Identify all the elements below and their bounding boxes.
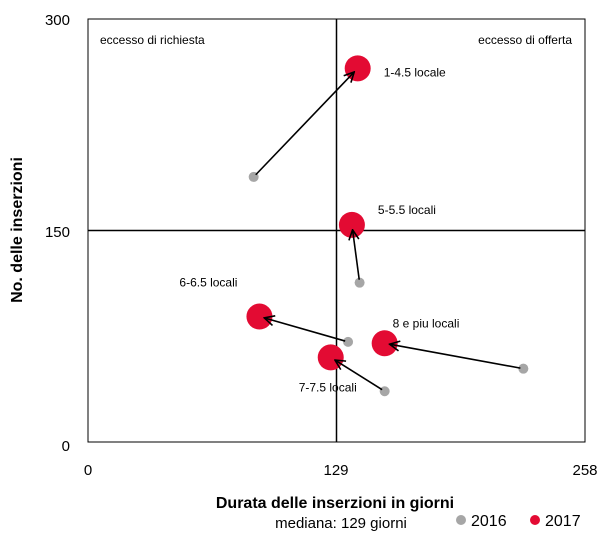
legend-label-2017: 2017 (545, 513, 581, 530)
point-2017-5-5-5-locali (338, 211, 365, 238)
quadrant-label-right: eccesso di offerta (478, 33, 572, 47)
point-2017-6-6-5-locali (246, 303, 273, 330)
point-2016-7-7-5-locali (379, 386, 390, 397)
x-tick-0: 0 (84, 462, 92, 479)
x-axis-title: Durata delle inserzioni in giorni (216, 495, 454, 512)
arrow-7-7-5-locali (335, 360, 383, 391)
x-tick-129: 129 (323, 462, 348, 479)
point-2017-7-7-5-locali (317, 344, 344, 371)
x-axis-subtitle: mediana: 129 giorni (275, 515, 407, 532)
point-2016-8-e-piu-locali (518, 363, 529, 374)
point-label-7-7-5-locali: 7-7.5 locali (299, 380, 357, 394)
point-2016-6-6-5-locali (343, 336, 354, 347)
point-label-5-5-5-locali: 5-5.5 locali (378, 203, 436, 217)
point-label-8-e-piu-locali: 8 e piu locali (393, 316, 460, 330)
legend-marker-2017 (530, 515, 540, 525)
arrow-5-5-5-locali (353, 230, 361, 280)
y-tick-300: 300 (45, 12, 70, 29)
arrow-6-6-5-locali (264, 318, 346, 342)
y-tick-0: 0 (62, 438, 70, 455)
arrow-8-e-piu-locali (390, 344, 521, 369)
legend-marker-2016 (456, 515, 466, 525)
data-marks: 1-4.5 locale 5-5.5 locali 6-6.5 locali 8 e … (179, 55, 529, 397)
x-tick-258: 258 (572, 462, 597, 479)
point-2016-5-5-5-locali (354, 277, 365, 288)
legend: 2016 2017 (456, 513, 581, 530)
quadrant-label-left: eccesso di richiesta (100, 33, 205, 47)
point-label-1-4-5-locale: 1-4.5 locale (384, 65, 446, 79)
y-axis-title: No. delle inserzioni (9, 157, 26, 303)
point-label-6-6-5-locali: 6-6.5 locali (179, 276, 237, 290)
arrow-1-4-5-locale (255, 72, 354, 176)
legend-label-2016: 2016 (471, 513, 507, 530)
point-2017-8-e-piu-locali (371, 330, 398, 357)
y-tick-150: 150 (45, 224, 70, 241)
